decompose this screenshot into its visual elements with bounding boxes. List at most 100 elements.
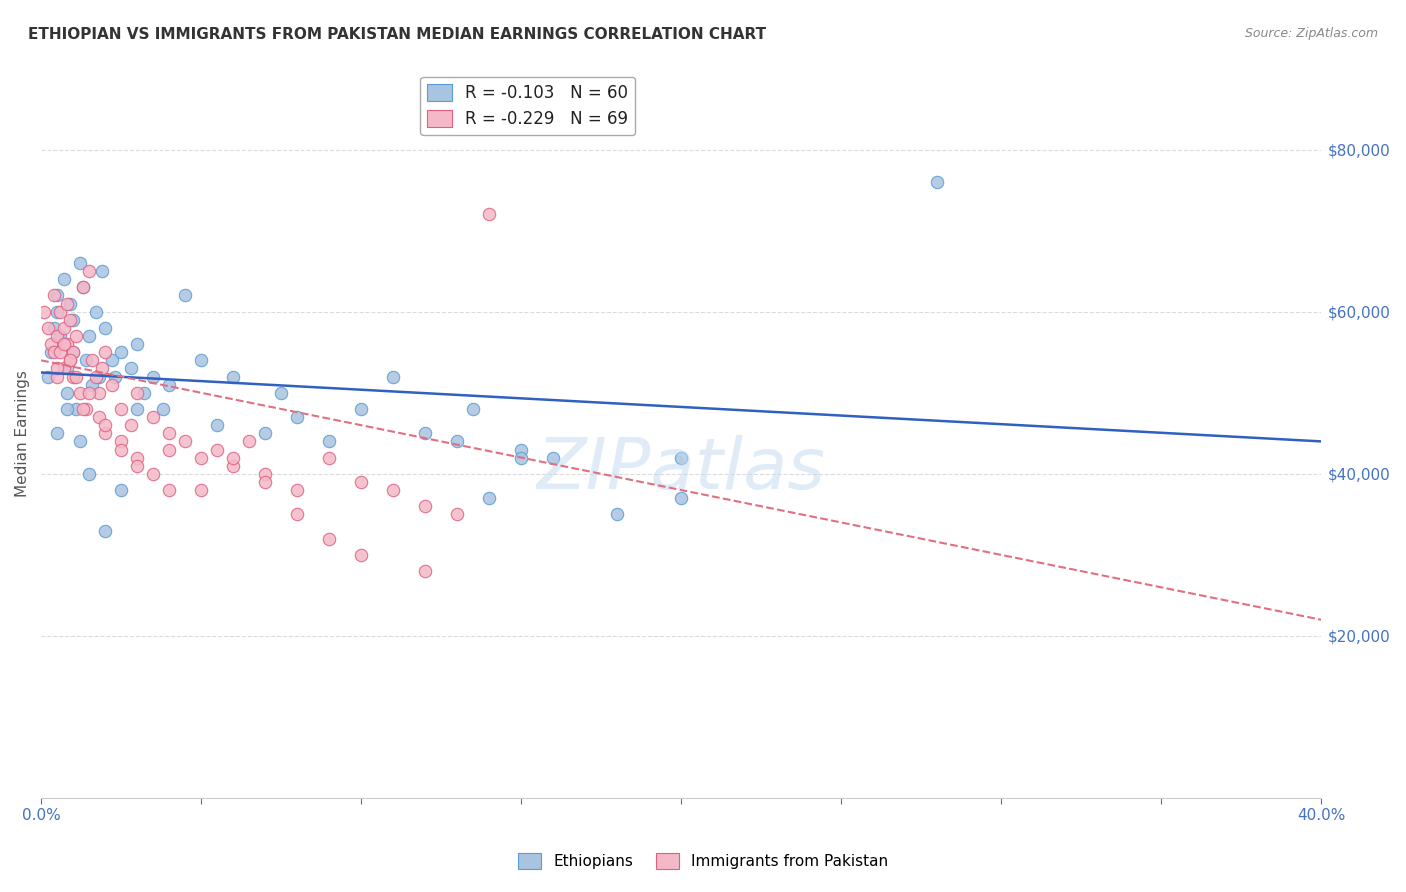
- Point: [77, 385, 100, 400]
- Point: [62, 313, 84, 327]
- Point: [222, 369, 245, 384]
- Point: [606, 508, 628, 522]
- Point: [49, 304, 72, 318]
- Point: [157, 483, 180, 497]
- Point: [84, 369, 107, 384]
- Point: [285, 410, 308, 425]
- Point: [69, 385, 91, 400]
- Point: [104, 369, 127, 384]
- Legend: Ethiopians, Immigrants from Pakistan: Ethiopians, Immigrants from Pakistan: [512, 847, 894, 875]
- Point: [669, 450, 692, 465]
- Point: [42, 321, 65, 335]
- Point: [42, 288, 65, 302]
- Point: [350, 401, 373, 416]
- Point: [94, 418, 117, 433]
- Point: [222, 450, 245, 465]
- Point: [127, 385, 149, 400]
- Point: [413, 500, 436, 514]
- Point: [94, 426, 117, 441]
- Point: [350, 548, 373, 562]
- Point: [100, 353, 122, 368]
- Point: [82, 353, 104, 368]
- Point: [127, 458, 149, 473]
- Point: [446, 434, 468, 449]
- Text: Source: ZipAtlas.com: Source: ZipAtlas.com: [1244, 27, 1378, 40]
- Point: [87, 410, 110, 425]
- Point: [127, 401, 149, 416]
- Point: [46, 288, 69, 302]
- Point: [55, 385, 77, 400]
- Point: [72, 401, 94, 416]
- Point: [90, 264, 112, 278]
- Point: [190, 450, 212, 465]
- Point: [127, 337, 149, 351]
- Point: [34, 304, 56, 318]
- Point: [132, 385, 155, 400]
- Text: ZIPatlas: ZIPatlas: [537, 435, 825, 504]
- Point: [100, 377, 122, 392]
- Point: [270, 385, 292, 400]
- Point: [55, 337, 77, 351]
- Point: [120, 418, 142, 433]
- Point: [110, 442, 132, 457]
- Point: [94, 321, 117, 335]
- Point: [46, 369, 69, 384]
- Point: [46, 426, 69, 441]
- Point: [52, 361, 75, 376]
- Point: [87, 369, 110, 384]
- Point: [541, 450, 564, 465]
- Point: [75, 401, 97, 416]
- Point: [37, 369, 59, 384]
- Point: [174, 434, 197, 449]
- Point: [927, 175, 949, 189]
- Point: [152, 401, 174, 416]
- Point: [120, 361, 142, 376]
- Point: [77, 329, 100, 343]
- Point: [62, 345, 84, 359]
- Point: [318, 450, 340, 465]
- Point: [55, 296, 77, 310]
- Point: [39, 345, 62, 359]
- Point: [350, 475, 373, 489]
- Point: [72, 280, 94, 294]
- Point: [238, 434, 260, 449]
- Point: [62, 369, 84, 384]
- Point: [94, 524, 117, 538]
- Point: [285, 508, 308, 522]
- Point: [510, 450, 533, 465]
- Point: [42, 345, 65, 359]
- Point: [72, 280, 94, 294]
- Point: [39, 337, 62, 351]
- Point: [110, 434, 132, 449]
- Point: [65, 401, 87, 416]
- Point: [52, 337, 75, 351]
- Point: [59, 353, 82, 368]
- Point: [77, 467, 100, 481]
- Point: [318, 532, 340, 546]
- Point: [510, 442, 533, 457]
- Point: [190, 353, 212, 368]
- Point: [49, 329, 72, 343]
- Point: [463, 401, 485, 416]
- Point: [157, 442, 180, 457]
- Point: [62, 345, 84, 359]
- Point: [77, 264, 100, 278]
- Point: [94, 345, 117, 359]
- Point: [110, 401, 132, 416]
- Point: [110, 483, 132, 497]
- Point: [69, 434, 91, 449]
- Legend: R = -0.103   N = 60, R = -0.229   N = 69: R = -0.103 N = 60, R = -0.229 N = 69: [420, 77, 636, 135]
- Point: [669, 491, 692, 505]
- Point: [254, 475, 277, 489]
- Point: [382, 369, 405, 384]
- Point: [222, 458, 245, 473]
- Point: [82, 377, 104, 392]
- Point: [37, 321, 59, 335]
- Point: [190, 483, 212, 497]
- Point: [127, 450, 149, 465]
- Point: [46, 361, 69, 376]
- Point: [157, 426, 180, 441]
- Point: [59, 296, 82, 310]
- Point: [46, 304, 69, 318]
- Point: [87, 385, 110, 400]
